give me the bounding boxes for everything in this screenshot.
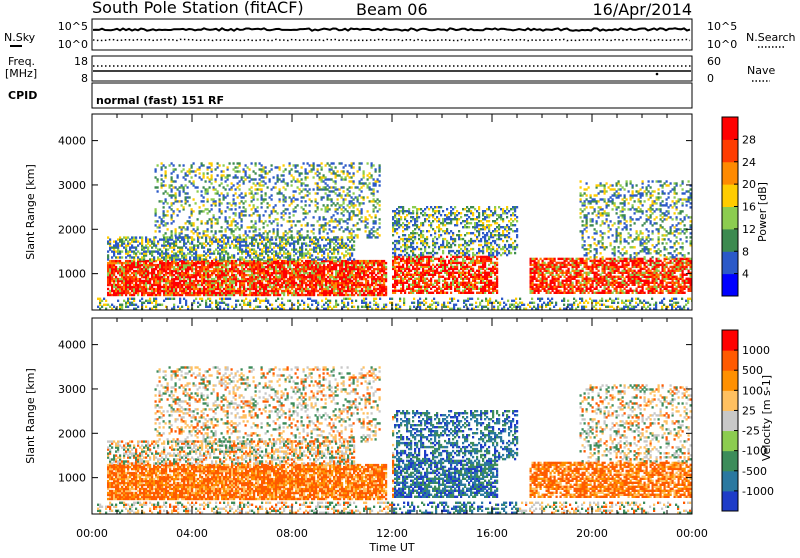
noise-search-label: N.Search bbox=[746, 31, 796, 44]
velocity-colorbar-segment bbox=[722, 410, 738, 431]
time-xtick-label: 00:00 bbox=[76, 527, 108, 540]
velocity-colorbar-segment bbox=[722, 451, 738, 472]
power-ytick-label: 4000 bbox=[58, 135, 86, 148]
noise-tick-low-right: 10^0 bbox=[707, 38, 737, 51]
velocity-colorbar-tick: -500 bbox=[742, 465, 767, 478]
velocity-colorbar-segment bbox=[722, 350, 738, 371]
time-xtick-label: 20:00 bbox=[576, 527, 608, 540]
noise-search-series bbox=[93, 39, 690, 40]
velocity-colorbar-label: Velocity [m s-1] bbox=[760, 375, 773, 461]
power-colorbar-label: Power [dB] bbox=[756, 182, 769, 242]
power-colorbar-tick: 4 bbox=[742, 268, 749, 281]
power-colorbar-tick: 24 bbox=[742, 156, 756, 169]
noise-sky-label: N.Sky bbox=[4, 31, 36, 44]
freq-label-line2: [MHz] bbox=[5, 67, 37, 80]
cpid-panel: CPID normal (fast) 151 RF bbox=[8, 83, 692, 108]
velocity-colorbar-tick: 1000 bbox=[742, 344, 770, 357]
velocity-colorbar-tick: -25 bbox=[742, 425, 760, 438]
time-xtick-label: 04:00 bbox=[176, 527, 208, 540]
freq-tick-low: 8 bbox=[81, 72, 88, 85]
velocity-colorbar-segment bbox=[722, 330, 738, 351]
velocity-colorbar-segment bbox=[722, 390, 738, 411]
velocity-colorbar-tick: 25 bbox=[742, 404, 756, 417]
time-xtick-label: 16:00 bbox=[476, 527, 508, 540]
cpid-mode-text: normal (fast) 151 RF bbox=[96, 94, 224, 107]
velocity-colorbar-segment bbox=[722, 471, 738, 492]
time-xtick-label: 00:00 bbox=[676, 527, 708, 540]
power-ytick-label: 1000 bbox=[58, 268, 86, 281]
beam-title: Beam 06 bbox=[356, 0, 428, 19]
velocity-ytick-label: 3000 bbox=[58, 383, 86, 396]
power-panel: 1000 2000 3000 4000 Slant Range [km] 4 8 12 16… bbox=[24, 114, 769, 310]
cpid-label: CPID bbox=[8, 89, 37, 102]
power-colorbar-tick: 16 bbox=[742, 201, 756, 214]
power-colorbar-tick: 20 bbox=[742, 178, 756, 191]
time-xtick-label: 12:00 bbox=[376, 527, 408, 540]
power-colorbar-segment bbox=[722, 274, 738, 297]
nave-tick-low: 0 bbox=[707, 72, 714, 85]
noise-tick-high-left: 10^5 bbox=[58, 20, 88, 33]
power-colorbar-segment bbox=[722, 162, 738, 185]
power-colorbar-tick: 28 bbox=[742, 133, 756, 146]
power-colorbar-segment bbox=[722, 207, 738, 230]
date-title: 16/Apr/2014 bbox=[592, 0, 692, 19]
noise-panel: N.Sky 10^5 10^0 10^5 10^0 N.Search bbox=[4, 19, 796, 51]
power-ytick-label: 2000 bbox=[58, 223, 86, 236]
station-title: South Pole Station (fitACF) bbox=[92, 0, 304, 17]
velocity-ytick-label: 2000 bbox=[58, 427, 86, 440]
noise-tick-low-left: 10^0 bbox=[58, 38, 88, 51]
time-xtick-label: 08:00 bbox=[276, 527, 308, 540]
freq-panel: Freq. [MHz] 18 8 60 0 Nave bbox=[5, 55, 775, 85]
power-colorbar-segment bbox=[722, 139, 738, 162]
noise-sky-series bbox=[93, 28, 690, 30]
velocity-colorbar-segment bbox=[722, 431, 738, 452]
nave-tick-high: 60 bbox=[707, 55, 721, 68]
velocity-colorbar-segment bbox=[722, 491, 738, 512]
power-colorbar-tick: 8 bbox=[742, 245, 749, 258]
freq-tick-high: 18 bbox=[74, 55, 88, 68]
velocity-colorbar-tick: -1000 bbox=[742, 485, 774, 498]
velocity-colorbar-segment bbox=[722, 370, 738, 391]
power-colorbar-segment bbox=[722, 229, 738, 252]
nave-label: Nave bbox=[747, 64, 775, 77]
power-ylabel: Slant Range [km] bbox=[24, 164, 37, 260]
velocity-ytick-label: 4000 bbox=[58, 339, 86, 352]
power-colorbar-segment bbox=[722, 184, 738, 207]
velocity-ytick-label: 1000 bbox=[58, 472, 86, 485]
power-ytick-label: 3000 bbox=[58, 179, 86, 192]
noise-tick-high-right: 10^5 bbox=[707, 20, 737, 33]
power-colorbar-segment bbox=[722, 117, 738, 140]
power-colorbar-tick: 12 bbox=[742, 223, 756, 236]
velocity-ylabel: Slant Range [km] bbox=[24, 368, 37, 464]
power-colorbar-segment bbox=[722, 251, 738, 274]
time-xlabel: Time UT bbox=[368, 541, 414, 554]
